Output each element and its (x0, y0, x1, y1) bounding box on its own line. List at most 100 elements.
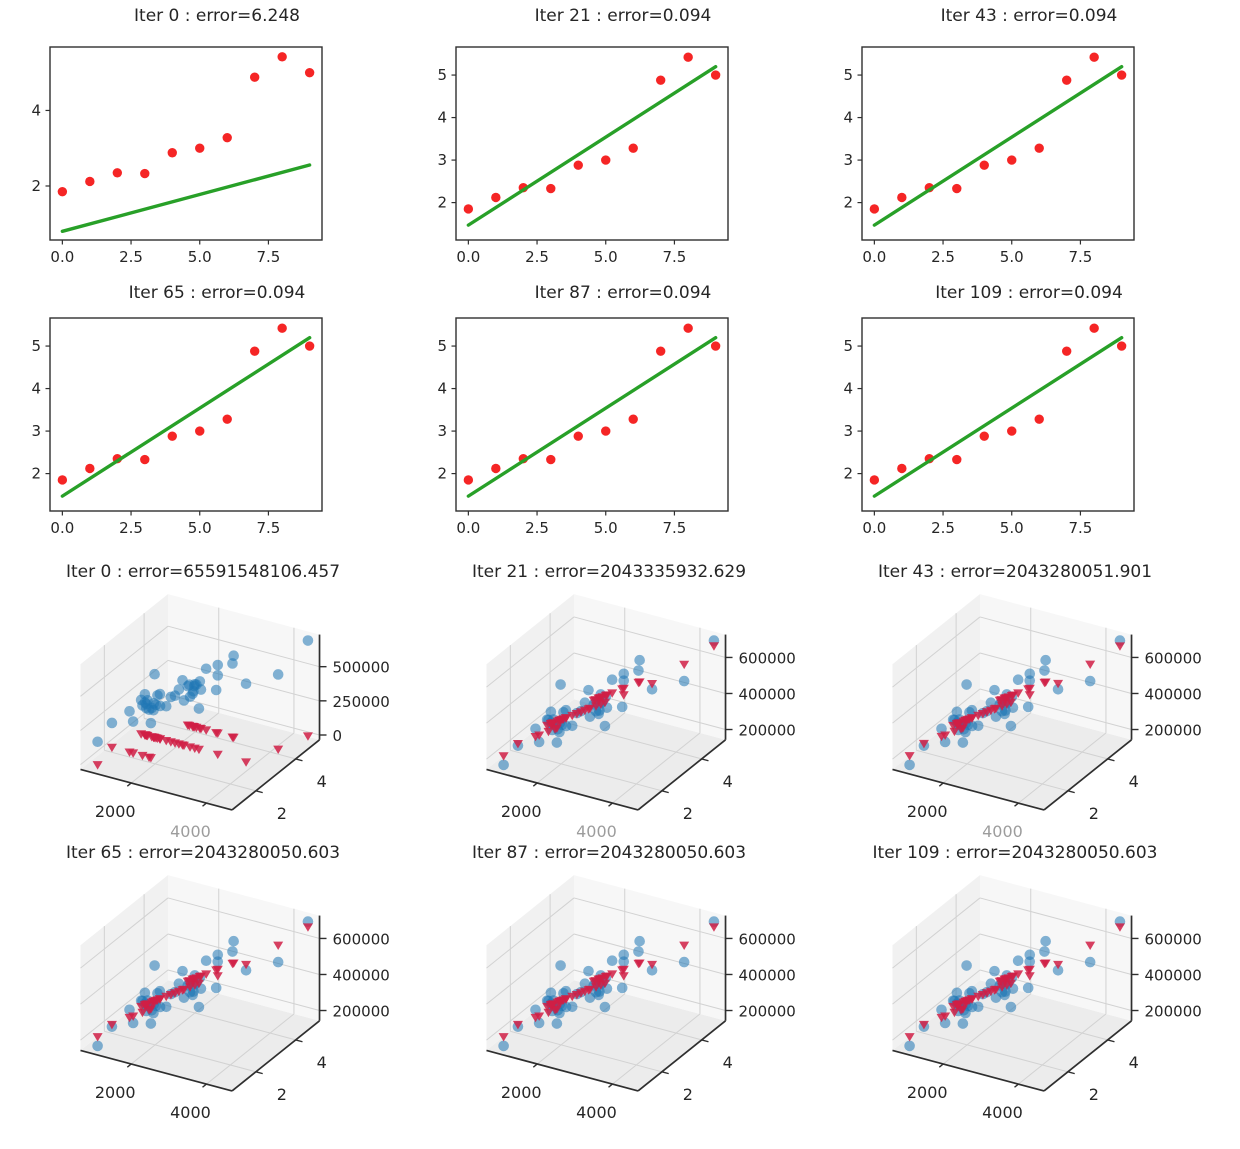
svg-text:5.0: 5.0 (1000, 519, 1024, 537)
subplot-2d-title-3: Iter 65 : error=0.094 (128, 283, 306, 303)
grid-lines (486, 888, 726, 1085)
scatter-2d-plot: 0.0 2.5 5.0 7.5 2 3 4 5 (843, 46, 1135, 266)
svg-text:7.5: 7.5 (1068, 248, 1092, 266)
prediction-points (904, 642, 1125, 761)
svg-text:4: 4 (843, 380, 853, 398)
svg-text:5: 5 (843, 337, 853, 355)
grid-lines (80, 888, 320, 1085)
scatter-3d-plot: 2000 4000 2 4 200000 400000 600000 (892, 875, 1202, 1122)
svg-text:2: 2 (1089, 804, 1099, 823)
subplot-3d-title-0: Iter 0 : error=65591548106.457 (65, 562, 341, 582)
axis-ticks: 0.0 2.5 5.0 7.5 2 3 4 5 (31, 337, 280, 537)
axis-spines (80, 634, 321, 811)
svg-text:7.5: 7.5 (662, 519, 686, 537)
regression-line (872, 65, 1124, 227)
svg-text:5: 5 (31, 337, 41, 355)
scatter-3d-plot: 2000 4000 2 4 200000 400000 600000 (892, 594, 1202, 841)
subplot-3d-iter-87: 2000 4000 2 4 200000 400000 600000 (406, 841, 826, 1149)
axis-tick-labels: 2000 4000 2 4 200000 400000 600000 (501, 930, 796, 1122)
scatter-2d-plot: 0.0 2.5 5.0 7.5 2 3 4 5 (437, 46, 729, 266)
svg-text:2: 2 (683, 804, 693, 823)
svg-text:2000: 2000 (907, 1083, 948, 1102)
svg-text:2: 2 (1089, 1085, 1099, 1104)
prediction-points (904, 923, 1125, 1042)
svg-text:7.5: 7.5 (256, 519, 280, 537)
svg-text:2: 2 (437, 194, 447, 212)
svg-text:4: 4 (317, 1053, 327, 1072)
axis-ticks: 0.0 2.5 5.0 7.5 2 4 (31, 101, 280, 266)
svg-text:4000: 4000 (982, 1103, 1023, 1122)
prediction-points (92, 923, 313, 1042)
svg-text:3: 3 (843, 422, 853, 440)
grid-lines (486, 607, 726, 804)
axis-ticks: 0.0 2.5 5.0 7.5 2 3 4 5 (843, 337, 1092, 537)
prediction-points (498, 923, 719, 1042)
subplot-3d-title-4: Iter 87 : error=2043280050.603 (471, 843, 747, 863)
axis-spines (486, 634, 727, 811)
subplot-2d-title-4: Iter 87 : error=0.094 (534, 283, 712, 303)
svg-text:2000: 2000 (501, 802, 542, 821)
regression-line (60, 163, 312, 234)
svg-text:4: 4 (437, 380, 447, 398)
svg-text:0.0: 0.0 (456, 248, 480, 266)
svg-text:2.5: 2.5 (525, 248, 549, 266)
subplot-3d-title-2: Iter 43 : error=2043280051.901 (877, 562, 1153, 582)
svg-text:4: 4 (317, 772, 327, 791)
prediction-points (92, 721, 313, 770)
svg-text:2: 2 (437, 465, 447, 483)
subplot-2d-iter-21: 0.0 2.5 5.0 7.5 2 3 4 5 (420, 42, 764, 277)
svg-text:2.5: 2.5 (119, 248, 143, 266)
prediction-points (498, 642, 719, 761)
svg-text:4: 4 (723, 772, 733, 791)
axis-ticks: 0.0 2.5 5.0 7.5 2 3 4 5 (843, 66, 1092, 266)
svg-text:200000: 200000 (333, 1003, 390, 1021)
svg-text:3: 3 (437, 422, 447, 440)
subplot-2d-title-0: Iter 0 : error=6.248 (134, 6, 300, 26)
svg-text:7.5: 7.5 (662, 248, 686, 266)
svg-text:2.5: 2.5 (525, 519, 549, 537)
svg-text:2.5: 2.5 (931, 519, 955, 537)
regression-line (466, 336, 718, 498)
scatter-2d-plot: 0.0 2.5 5.0 7.5 2 3 4 5 (31, 317, 323, 537)
svg-text:2: 2 (277, 804, 287, 823)
data-points (463, 52, 721, 214)
scatter-3d-plot: 2000 4000 2 4 200000 400000 600000 (486, 594, 796, 841)
svg-text:2.5: 2.5 (931, 248, 955, 266)
svg-text:600000: 600000 (739, 930, 796, 948)
svg-text:2: 2 (683, 1085, 693, 1104)
svg-text:0.0: 0.0 (862, 248, 886, 266)
subplot-2d-title-2: Iter 43 : error=0.094 (940, 6, 1118, 26)
svg-text:0: 0 (333, 727, 343, 745)
scatter-2d-plot: 0.0 2.5 5.0 7.5 2 4 (31, 46, 323, 266)
svg-text:4: 4 (1129, 772, 1139, 791)
subplot-3d-title-1: Iter 21 : error=2043335932.629 (471, 562, 747, 582)
scatter-3d-plot: 2000 4000 2 4 200000 400000 600000 (486, 875, 796, 1122)
svg-text:200000: 200000 (1145, 1003, 1202, 1021)
axis-tick-labels: 2000 4000 2 4 200000 400000 600000 (501, 649, 796, 841)
svg-text:5.0: 5.0 (594, 519, 618, 537)
svg-text:4: 4 (723, 1053, 733, 1072)
svg-text:200000: 200000 (739, 1003, 796, 1021)
svg-text:0.0: 0.0 (50, 248, 74, 266)
svg-text:4000: 4000 (576, 1103, 617, 1122)
subplot-2d-title-1: Iter 21 : error=0.094 (534, 6, 712, 26)
svg-text:2: 2 (843, 465, 853, 483)
svg-text:4000: 4000 (170, 1103, 211, 1122)
data-points (869, 52, 1127, 214)
svg-text:4000: 4000 (576, 822, 617, 841)
panes (486, 875, 726, 1091)
svg-text:3: 3 (31, 422, 41, 440)
scatter-3d-plot: 2000 4000 2 4 200000 400000 600000 (80, 875, 390, 1122)
svg-text:2000: 2000 (501, 1083, 542, 1102)
svg-text:400000: 400000 (739, 685, 796, 703)
subplot-2d-iter-43: 0.0 2.5 5.0 7.5 2 3 4 5 (826, 42, 1170, 277)
svg-text:4: 4 (843, 109, 853, 127)
data-points (92, 635, 314, 748)
svg-text:500000: 500000 (333, 659, 390, 677)
subplot-2d-iter-109: 0.0 2.5 5.0 7.5 2 3 4 5 (826, 313, 1170, 548)
svg-text:0.0: 0.0 (862, 519, 886, 537)
axis-tick-labels: 2000 4000 2 4 200000 400000 600000 (95, 930, 390, 1122)
svg-text:400000: 400000 (1145, 966, 1202, 984)
svg-text:5.0: 5.0 (188, 248, 212, 266)
